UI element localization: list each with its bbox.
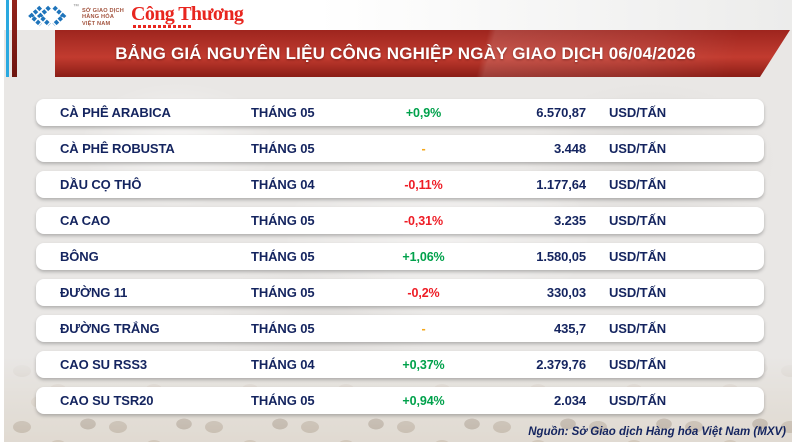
contract-month: THÁNG 05	[251, 321, 315, 336]
mxv-org-name: SỞ GIAO DỊCH HÀNG HÓA VIỆT NAM	[82, 4, 124, 27]
change-value: -0,2%	[407, 285, 440, 300]
contract-month: THÁNG 05	[251, 285, 315, 300]
mxv-org-line: VIỆT NAM	[82, 20, 111, 27]
change-value: -0,31%	[403, 213, 443, 228]
change-value: +0,37%	[402, 357, 445, 372]
price-value: 330,03	[546, 285, 586, 300]
mxv-org-line: SỞ GIAO DỊCH	[82, 8, 124, 14]
price-unit: USD/TẤN	[609, 285, 667, 300]
table-row: CAO SU TSR20 THÁNG 05 +0,94% 2.034 USD/T…	[36, 387, 764, 414]
contract-month: THÁNG 04	[251, 357, 315, 372]
contract-month: THÁNG 05	[251, 249, 315, 264]
price-value: 1.177,64	[536, 177, 586, 192]
trademark-symbol: ™	[73, 4, 79, 10]
table-row: CAO SU RSS3 THÁNG 04 +0,37% 2.379,76 USD…	[36, 351, 764, 378]
mxv-chevrons-icon	[28, 5, 67, 27]
change-value: +0,9%	[405, 105, 442, 120]
change-value: +0,94%	[402, 393, 445, 408]
congthuong-tagline	[132, 25, 191, 28]
commodity-name: ĐƯỜNG 11	[60, 285, 128, 300]
price-unit: USD/TẤN	[609, 177, 667, 192]
price-unit: USD/TẤN	[609, 393, 667, 408]
table-row: CA CAO THÁNG 05 -0,31% 3.235 USD/TẤN	[36, 207, 764, 234]
change-value: -	[421, 141, 426, 156]
mxv-logo: ™ SỞ GIAO DỊCH HÀNG HÓA VIỆT NAM	[26, 4, 124, 28]
price-value: 2.034	[553, 393, 586, 408]
commodity-name: CA CAO	[60, 213, 111, 228]
commodity-name: ĐƯỜNG TRẮNG	[60, 321, 160, 336]
price-value: 6.570,87	[536, 105, 586, 120]
contract-month: THÁNG 04	[251, 177, 315, 192]
title-banner: BẢNG GIÁ NGUYÊN LIỆU CÔNG NGHIỆP NGÀY GI…	[55, 30, 790, 77]
price-unit: USD/TẤN	[609, 357, 667, 372]
contract-month: THÁNG 05	[251, 141, 315, 156]
price-unit: USD/TẤN	[609, 141, 667, 156]
commodity-name: BÔNG	[60, 249, 99, 264]
change-value: +1,06%	[402, 249, 445, 264]
change-value: -	[421, 321, 426, 336]
table-row: ĐƯỜNG TRẮNG THÁNG 05 - 435,7 USD/TẤN	[36, 315, 764, 342]
price-value: 3.235	[553, 213, 586, 228]
logo-bar: ™ SỞ GIAO DỊCH HÀNG HÓA VIỆT NAM Công Th…	[26, 2, 244, 30]
left-cyan-stripe	[6, 0, 9, 77]
price-unit: USD/TẤN	[609, 105, 667, 120]
price-table: CÀ PHÊ ARABICA THÁNG 05 +0,9% 6.570,87 U…	[36, 99, 764, 423]
contract-month: THÁNG 05	[251, 393, 315, 408]
price-value: 1.580,05	[536, 249, 586, 264]
mxv-org-line: HÀNG HÓA	[82, 14, 115, 21]
price-value: 3.448	[553, 141, 586, 156]
table-row: CÀ PHÊ ARABICA THÁNG 05 +0,9% 6.570,87 U…	[36, 99, 764, 126]
price-unit: USD/TẤN	[609, 321, 667, 336]
price-value: 2.379,76	[536, 357, 586, 372]
price-unit: USD/TẤN	[609, 249, 667, 264]
source-credit: Nguồn: Sở Giao dịch Hàng hóa Việt Nam (M…	[528, 426, 786, 438]
table-row: CÀ PHÊ ROBUSTA THÁNG 05 - 3.448 USD/TẤN	[36, 135, 764, 162]
commodity-name: CAO SU TSR20	[60, 393, 154, 408]
change-value: -0,11%	[404, 177, 443, 192]
contract-month: THÁNG 05	[251, 105, 315, 120]
left-maroon-stripe	[12, 0, 17, 77]
table-row: ĐƯỜNG 11 THÁNG 05 -0,2% 330,03 USD/TẤN	[36, 279, 764, 306]
commodity-name: DẦU CỌ THÔ	[60, 177, 142, 192]
congthuong-wordmark: Công Thương	[130, 3, 244, 25]
table-row: DẦU CỌ THÔ THÁNG 04 -0,11% 1.177,64 USD/…	[36, 171, 764, 198]
table-row: BÔNG THÁNG 05 +1,06% 1.580,05 USD/TẤN	[36, 243, 764, 270]
congthuong-logo: Công Thương	[130, 3, 244, 28]
price-value: 435,7	[553, 321, 586, 336]
price-unit: USD/TẤN	[609, 213, 667, 228]
page-title: BẢNG GIÁ NGUYÊN LIỆU CÔNG NGHIỆP NGÀY GI…	[115, 44, 696, 63]
commodity-name: CÀ PHÊ ARABICA	[60, 105, 171, 120]
commodity-name: CÀ PHÊ ROBUSTA	[60, 141, 175, 156]
commodity-name: CAO SU RSS3	[60, 357, 148, 372]
contract-month: THÁNG 05	[251, 213, 315, 228]
